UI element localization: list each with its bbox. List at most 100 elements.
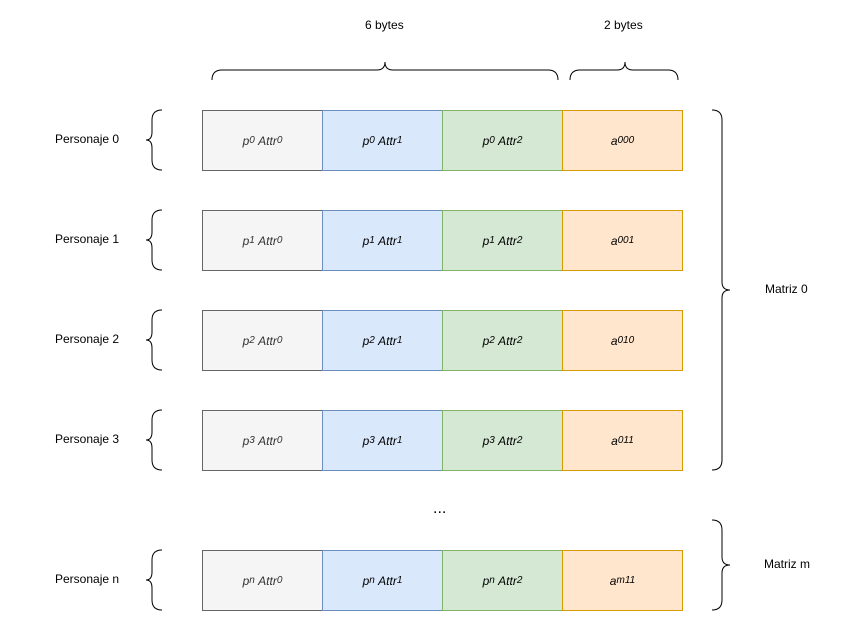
six-bytes-brace (211, 61, 559, 81)
cell-p-index: n (369, 575, 375, 586)
cell-p-index: n (489, 575, 495, 586)
row-label-1: Personaje 1 (55, 232, 120, 246)
cell-attr-index: 0 (276, 575, 283, 586)
cell-attr-text: Attr (258, 333, 277, 348)
matriz-m-brace (711, 519, 731, 611)
cell-a-prefix: a (609, 573, 617, 588)
cell-attr-text: Attr (378, 573, 397, 588)
row-4-code-cell: a m11 (562, 550, 683, 611)
cell-p-index: 3 (249, 435, 255, 446)
cell-p-index: 0 (489, 135, 495, 146)
cell-a-prefix: a (610, 233, 618, 248)
cell-attr-text: Attr (498, 233, 517, 248)
cell-a-index: 010 (617, 335, 635, 346)
cell-attr-index: 0 (276, 135, 283, 146)
cell-attr-index: 2 (516, 135, 523, 146)
cell-p-prefix: p (362, 433, 370, 448)
cell-attr-text: Attr (378, 233, 397, 248)
cell-p-prefix: p (362, 333, 370, 348)
row-brace-2 (145, 309, 163, 371)
cell-attr-text: Attr (258, 573, 277, 588)
row-brace-3 (145, 409, 163, 471)
cell-attr-text: Attr (498, 133, 517, 148)
cell-p-prefix: p (482, 333, 490, 348)
six-bytes-label: 6 bytes (365, 18, 404, 32)
cell-p-prefix: p (482, 233, 490, 248)
cell-attr-text: Attr (378, 133, 397, 148)
cell-attr-text: Attr (498, 573, 517, 588)
row-label-2: Personaje 2 (55, 332, 120, 346)
row-3-code-cell: a 011 (562, 410, 683, 471)
cell-p-index: 1 (489, 235, 495, 246)
matriz-0-label: Matriz 0 (765, 282, 808, 296)
cell-attr-index: 0 (276, 335, 283, 346)
cell-p-prefix: p (242, 333, 250, 348)
cell-p-index: 3 (489, 435, 495, 446)
row-1-code-cell: a 001 (562, 210, 683, 271)
cell-attr-text: Attr (378, 433, 397, 448)
cell-attr-text: Attr (498, 333, 517, 348)
cell-p-index: n (249, 575, 255, 586)
cell-attr-index: 1 (396, 335, 403, 346)
cell-attr-index: 2 (516, 435, 523, 446)
row-label-0: Personaje 0 (55, 132, 120, 146)
row-2-code-cell: a 010 (562, 310, 683, 371)
two-bytes-brace (569, 61, 679, 81)
cell-attr-index: 1 (396, 135, 403, 146)
two-bytes-label: 2 bytes (604, 18, 643, 32)
cell-a-index: 000 (617, 135, 635, 146)
cell-p-index: 2 (489, 335, 495, 346)
cell-attr-index: 0 (276, 235, 283, 246)
cell-a-prefix: a (611, 433, 618, 448)
cell-attr-index: 1 (396, 575, 403, 586)
cell-a-index: m11 (616, 575, 636, 586)
cell-attr-text: Attr (498, 433, 517, 448)
cell-p-index: 3 (369, 435, 375, 446)
cell-p-prefix: p (242, 433, 250, 448)
cell-attr-index: 0 (276, 435, 283, 446)
cell-p-index: 1 (369, 235, 375, 246)
cell-p-prefix: p (362, 233, 370, 248)
cell-p-index: 0 (369, 135, 375, 146)
cell-attr-index: 1 (396, 435, 403, 446)
matriz-m-label: Matriz m (764, 557, 810, 571)
cell-a-prefix: a (610, 333, 618, 348)
matriz-0-brace (711, 109, 731, 471)
cell-p-prefix: p (482, 433, 490, 448)
cell-p-index: 2 (369, 335, 375, 346)
row-brace-4 (145, 549, 163, 611)
cell-attr-index: 1 (396, 235, 403, 246)
cell-p-prefix: p (362, 133, 370, 148)
row-0-code-cell: a 000 (562, 110, 683, 171)
cell-attr-text: Attr (258, 433, 277, 448)
cell-p-prefix: p (482, 133, 490, 148)
cell-attr-index: 2 (516, 575, 523, 586)
row-label-3: Personaje 3 (55, 432, 120, 446)
ellipsis: ... (433, 500, 447, 517)
row-label-4: Personaje n (55, 572, 120, 586)
cell-p-prefix: p (482, 573, 490, 588)
cell-p-index: 2 (249, 335, 255, 346)
cell-a-index: 011 (617, 435, 634, 446)
cell-attr-text: Attr (258, 133, 277, 148)
cell-attr-index: 2 (516, 335, 523, 346)
cell-attr-index: 2 (516, 235, 523, 246)
cell-p-prefix: p (362, 573, 370, 588)
cell-p-prefix: p (242, 133, 250, 148)
